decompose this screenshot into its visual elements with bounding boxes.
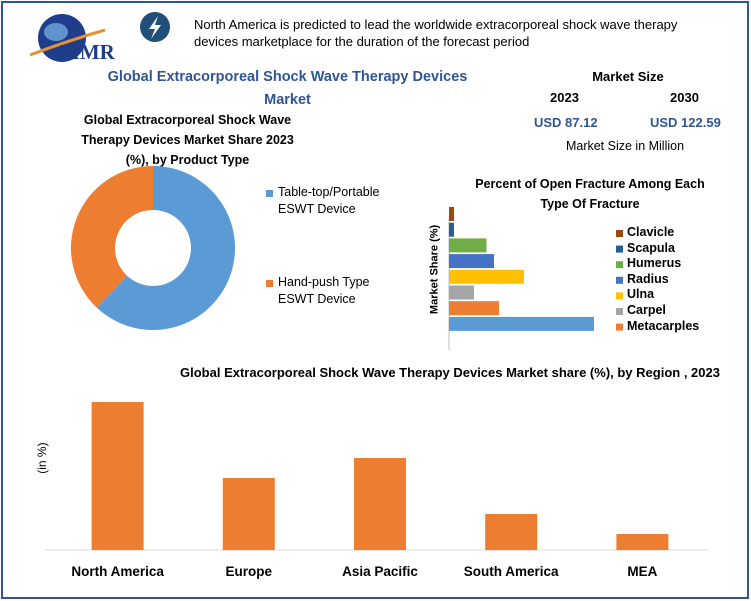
market-size-note: Market Size in Million — [565, 139, 685, 153]
legend-swatch — [616, 245, 623, 253]
y-axis-label: (in %) — [34, 442, 49, 474]
bar — [91, 402, 144, 550]
bar — [222, 478, 275, 550]
legend-label: Ulna — [627, 287, 655, 302]
logo-land — [44, 23, 68, 41]
chart-title: Global Extracorporeal Shock Wave Therapy… — [81, 113, 294, 167]
legend-swatch — [616, 230, 623, 237]
legend-label: Metacarples — [627, 318, 700, 333]
logo-swoosh — [29, 28, 106, 57]
donut-slice — [71, 166, 153, 308]
x-tick-label: South America — [463, 564, 559, 579]
legend-swatch — [616, 292, 623, 300]
bolt — [149, 16, 161, 39]
legend-label: Hand-push Type ESWT Device — [278, 275, 370, 306]
bar — [616, 534, 669, 550]
x-tick-label: Asia Pacific — [342, 564, 418, 579]
legend-swatch — [266, 190, 273, 197]
main-title: Global Extracorporeal Shock Wave Therapy… — [107, 69, 468, 109]
x-tick-label: MEA — [627, 564, 658, 579]
bar — [485, 514, 538, 550]
legend-label: Table-top/Portable ESWT Device — [278, 185, 380, 216]
x-tick-label: North America — [71, 564, 164, 579]
legend-swatch — [616, 261, 623, 269]
bar — [449, 269, 524, 284]
chart-title: Percent of Open Fracture Among Each Type… — [475, 177, 705, 211]
legend-label: Humerus — [627, 256, 682, 271]
bar — [449, 316, 594, 331]
logo-text: MMR — [60, 40, 115, 64]
legend-label: Radius — [627, 271, 669, 286]
legend-swatch — [266, 280, 273, 287]
legend-swatch — [616, 308, 623, 315]
donut-slice — [96, 166, 236, 330]
market-value: USD 87.12 — [534, 115, 598, 130]
legend-label: Scapula — [627, 240, 675, 255]
legend-label: Clavicle — [627, 225, 675, 239]
y-axis-label: Market Share (%) — [428, 224, 441, 315]
legend-swatch — [616, 323, 623, 331]
market-year: 2030 — [670, 90, 699, 105]
bar — [449, 238, 487, 253]
header-text: North America is predicted to lead the w… — [194, 17, 678, 50]
legend-swatch — [616, 276, 623, 284]
bar — [449, 222, 454, 237]
bar — [449, 207, 454, 221]
bar — [449, 285, 474, 300]
x-tick-label: Europe — [225, 564, 273, 579]
bar — [449, 301, 499, 316]
bar — [354, 458, 406, 550]
bar — [449, 254, 494, 269]
market-size-title: Market Size — [592, 69, 664, 84]
legend-label: Carpel — [627, 303, 666, 317]
chart-title: Global Extracorporeal Shock Wave Therapy… — [180, 365, 720, 380]
market-value: USD 122.59 — [650, 115, 721, 130]
market-year: 2023 — [550, 90, 579, 105]
